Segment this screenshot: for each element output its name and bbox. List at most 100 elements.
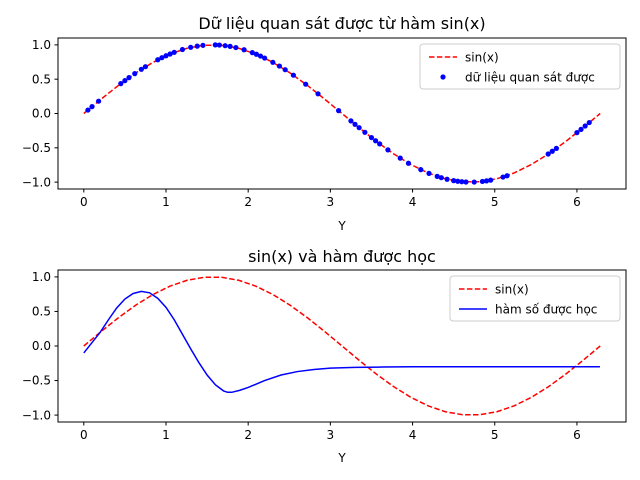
y-tick-label: 0.5 bbox=[32, 72, 51, 86]
observed-data-point bbox=[459, 179, 465, 185]
observed-data-point bbox=[352, 121, 358, 127]
y-tick-label: 1.0 bbox=[32, 270, 51, 284]
observed-data-point bbox=[163, 53, 169, 59]
observed-data-point bbox=[377, 141, 383, 147]
x-tick-label: 6 bbox=[573, 428, 581, 442]
observed-data-point bbox=[159, 55, 165, 61]
observed-data-point bbox=[405, 160, 412, 166]
legend: sin(x) hàm số được học bbox=[449, 275, 621, 322]
subplot-observed-data: Dữ liệu quan sát được từ hàm sin(x) 0 1 2 3 4… bbox=[22, 14, 627, 233]
observed-data-point bbox=[483, 178, 490, 184]
x-axis-label: Y bbox=[337, 451, 346, 465]
observed-data-point bbox=[504, 173, 510, 179]
observed-data-point bbox=[372, 138, 379, 144]
legend-label: dữ liệu quan sát được bbox=[465, 70, 595, 84]
observed-data-point bbox=[227, 43, 233, 49]
observed-data-point bbox=[282, 67, 288, 73]
observed-data-point bbox=[397, 155, 403, 161]
x-tick-label: 3 bbox=[327, 195, 335, 209]
observed-data-point bbox=[463, 179, 469, 185]
x-tick-label: 0 bbox=[80, 195, 88, 209]
legend-box bbox=[419, 43, 621, 90]
x-tick-label: 1 bbox=[162, 195, 170, 209]
x-tick-label: 4 bbox=[409, 428, 417, 442]
observed-data-point bbox=[500, 174, 506, 180]
observed-data-point bbox=[194, 43, 200, 49]
observed-data-point bbox=[216, 42, 223, 48]
observed-data-point bbox=[582, 123, 588, 129]
y-tick-label: 0.0 bbox=[32, 339, 51, 353]
observed-data-point bbox=[451, 178, 457, 184]
observed-data-point bbox=[138, 66, 144, 72]
observed-data-point bbox=[578, 126, 584, 132]
x-tick-label: 5 bbox=[491, 195, 499, 209]
observed-data-point bbox=[455, 178, 461, 184]
observed-data-point bbox=[179, 46, 186, 53]
observed-data-point bbox=[315, 91, 321, 97]
observed-data-point bbox=[356, 125, 362, 131]
x-tick-label: 6 bbox=[573, 195, 581, 209]
y-tick-label: −1.0 bbox=[22, 408, 51, 422]
observed-data-point bbox=[122, 78, 128, 84]
y-tick-label: 0.5 bbox=[32, 305, 51, 319]
observed-data-point bbox=[262, 55, 268, 61]
observed-data-point bbox=[253, 51, 259, 57]
observed-data-point bbox=[200, 42, 206, 48]
x-axis-label: Y bbox=[337, 219, 346, 233]
observed-data-point bbox=[96, 98, 102, 104]
y-tick-label: −1.0 bbox=[22, 175, 51, 189]
observed-data-point bbox=[434, 173, 440, 179]
observed-data-point bbox=[418, 167, 424, 173]
x-tick-label: 4 bbox=[409, 195, 417, 209]
observed-data-point bbox=[471, 179, 477, 185]
observed-data-point bbox=[303, 81, 309, 87]
chart-title: Dữ liệu quan sát được từ hàm sin(x) bbox=[198, 14, 485, 33]
learned-function-line bbox=[83, 290, 600, 394]
observed-data-point bbox=[188, 44, 194, 50]
legend-label: hàm số được học bbox=[495, 302, 597, 316]
legend-box bbox=[449, 275, 621, 322]
legend-label: sin(x) bbox=[495, 282, 529, 296]
legend-marker-swatch bbox=[440, 74, 446, 80]
observed-data-point bbox=[89, 104, 95, 110]
observed-data-point bbox=[270, 59, 276, 65]
observed-data-point bbox=[488, 177, 494, 183]
observed-data-point bbox=[241, 47, 247, 53]
observed-data-point bbox=[545, 151, 551, 157]
observed-data-point bbox=[118, 81, 124, 87]
observed-data-point bbox=[586, 119, 592, 126]
y-tick-label: 0.0 bbox=[32, 107, 51, 121]
observed-data-point bbox=[444, 176, 450, 182]
observed-data-point bbox=[479, 178, 486, 185]
legend-label: sin(x) bbox=[465, 50, 499, 64]
observed-data-point bbox=[212, 42, 218, 48]
x-tick-label: 2 bbox=[244, 428, 252, 442]
observed-data-point bbox=[167, 51, 173, 57]
x-tick-label: 3 bbox=[327, 428, 335, 442]
y-tick-label: −0.5 bbox=[22, 141, 51, 155]
observed-data-point bbox=[426, 170, 432, 176]
observed-data-point bbox=[553, 145, 559, 151]
observed-data-point bbox=[132, 71, 138, 77]
observed-data-point bbox=[290, 72, 296, 78]
series-group bbox=[83, 42, 601, 185]
observed-data-point bbox=[385, 147, 391, 153]
observed-data-point bbox=[233, 44, 239, 51]
observed-data-point bbox=[276, 63, 283, 69]
observed-data-point bbox=[85, 107, 91, 113]
legend: sin(x) dữ liệu quan sát được bbox=[419, 43, 621, 90]
x-tick-label: 5 bbox=[491, 428, 499, 442]
x-tick-label: 2 bbox=[244, 195, 252, 209]
observed-data-point bbox=[222, 43, 228, 49]
observed-data-point bbox=[549, 148, 555, 154]
x-tick-label: 1 bbox=[162, 428, 170, 442]
x-tick-label: 0 bbox=[80, 428, 88, 442]
observed-data-point bbox=[438, 175, 444, 181]
observed-data-point bbox=[155, 57, 161, 63]
subplot-learned-function: sin(x) và hàm được học 0 1 2 3 4 5 6 −1.0 −0.5 0.0… bbox=[22, 247, 627, 465]
observed-data-point bbox=[142, 64, 149, 70]
observed-data-point bbox=[257, 53, 264, 59]
observed-data-point bbox=[249, 50, 255, 56]
observed-data-point bbox=[348, 118, 354, 124]
